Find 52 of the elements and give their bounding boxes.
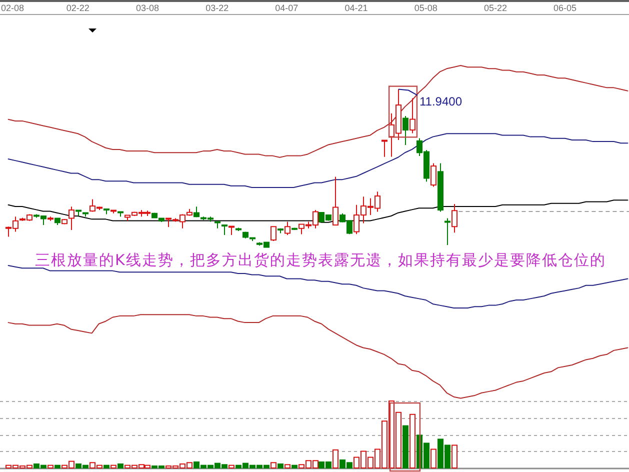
candlestick [194, 206, 200, 218]
bar [430, 448, 436, 468]
candlestick [118, 210, 124, 218]
candlestick [278, 228, 284, 234]
bar [118, 463, 124, 468]
x-tick-label: 04-07 [275, 3, 298, 13]
candlestick [292, 227, 298, 230]
candlestick [270, 226, 276, 242]
candlestick [214, 220, 220, 229]
candlestick [68, 206, 74, 230]
candlestick [382, 139, 388, 158]
bar [410, 414, 416, 468]
bar [278, 463, 284, 468]
bar [402, 425, 408, 468]
candlestick [332, 176, 338, 226]
candlestick [76, 209, 82, 216]
candlestick [228, 225, 234, 236]
candlestick [110, 209, 116, 214]
candlestick [82, 212, 88, 218]
bar [270, 462, 276, 468]
candlestick [444, 218, 450, 246]
candlestick [236, 227, 242, 232]
candlestick [222, 224, 228, 236]
annotation: 三根放量的K线走势，把多方出货的走势表露无遗，如果持有最少是要降低仓位的 [35, 251, 606, 269]
bar [104, 464, 110, 468]
x-tick-label: 05-22 [484, 3, 507, 13]
x-tick-label: 02-22 [66, 3, 90, 13]
candlestick [410, 98, 416, 134]
candlestick [54, 217, 60, 226]
candlestick [430, 162, 436, 188]
bar [110, 464, 116, 468]
candlestick [104, 208, 110, 215]
bar [292, 464, 298, 468]
bar [228, 464, 234, 468]
candlestick [48, 216, 54, 222]
bar [48, 464, 54, 468]
x-tick-label: 05-08 [414, 3, 438, 13]
x-tick-label: 03-08 [136, 3, 160, 13]
bar [332, 449, 338, 468]
annotation: 11.9400 [420, 94, 462, 108]
x-tick-label: 04-21 [344, 3, 368, 13]
x-tick-label: 06-05 [554, 3, 577, 13]
bar [452, 444, 458, 468]
x-tick-label: 02-08 [1, 3, 24, 13]
candlestick [452, 203, 458, 234]
x-tick-label: 03-22 [206, 3, 229, 13]
candlestick [438, 162, 444, 212]
bar [54, 464, 60, 468]
candlestick [284, 221, 290, 236]
bar [284, 464, 290, 468]
candlestick [402, 116, 408, 146]
candlestick [62, 218, 68, 225]
